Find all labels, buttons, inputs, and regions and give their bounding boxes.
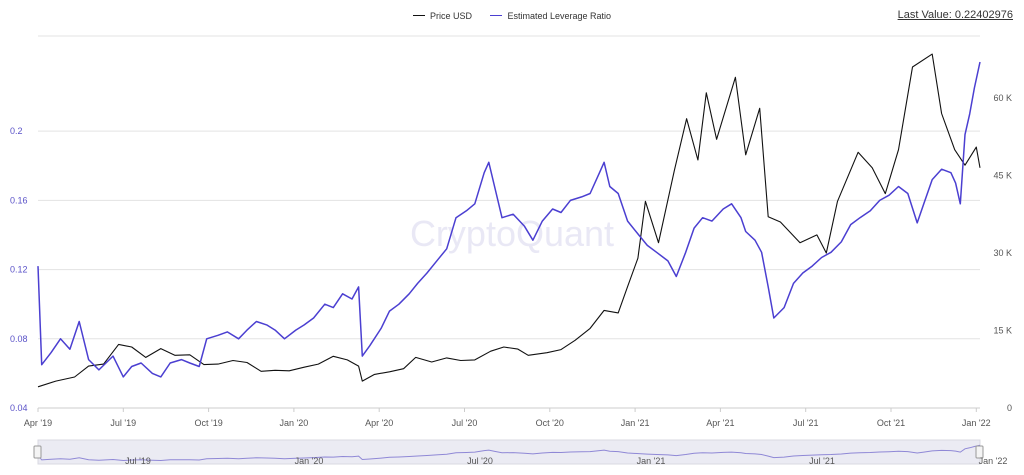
x-axis-tick-label: Apr '20 <box>365 418 393 428</box>
right-axis-tick-label: 0 <box>1007 403 1012 413</box>
left-axis-ticks: 0.04 0.08 0.12 0.16 0.2 <box>10 126 28 413</box>
x-axis-tick-label: Apr '21 <box>706 418 734 428</box>
price-line-swatch <box>412 15 425 16</box>
navigator-right-handle[interactable] <box>975 445 984 459</box>
right-axis-tick-label: 30 K <box>993 248 1012 258</box>
navigator-tick-label: Jul '19 <box>125 456 151 466</box>
navigator-tick-label: Jul '20 <box>467 456 493 466</box>
right-axis-tick-label: 15 K <box>993 326 1012 336</box>
left-axis-tick-label: 0.08 <box>10 334 28 344</box>
right-axis-tick-label: 60 K <box>993 93 1012 103</box>
last-value-readout: Last Value: 0.22402976 <box>897 9 1013 21</box>
watermark: CryptoQuant <box>410 213 614 254</box>
x-axis-tick-label: Oct '20 <box>536 418 564 428</box>
chart-legend: Price USD Estimated Leverage Ratio <box>0 8 1024 21</box>
x-axis-tick-label: Apr '19 <box>24 418 52 428</box>
legend-label-price: Price USD <box>429 10 472 21</box>
legend-item-price[interactable]: Price USD <box>412 10 472 21</box>
left-axis-tick-label: 0.16 <box>10 195 28 205</box>
series-lines <box>37 53 981 388</box>
navigator-tick-label: Jul '21 <box>809 456 835 466</box>
x-axis-tick-label: Jul '21 <box>793 418 819 428</box>
price-usd-line <box>37 53 981 388</box>
right-axis-tick-label: 45 K <box>993 171 1012 181</box>
x-axis-tick-label: Jul '19 <box>110 418 136 428</box>
x-axis-tick-label: Jan '21 <box>621 418 650 428</box>
x-axis-tick-label: Oct '21 <box>877 418 905 428</box>
right-axis-ticks: 0 15 K 30 K 45 K 60 K <box>993 93 1012 413</box>
x-axis-tick-label: Oct '19 <box>194 418 222 428</box>
x-axis-tick-label: Jul '20 <box>452 418 478 428</box>
navigator-tick-label: Jan '21 <box>637 456 666 466</box>
navigator-selected-range <box>37 439 981 465</box>
navigator[interactable]: Jul '19 Jan '20 Jul '20 Jan '21 Jul '21 Jan '… <box>33 439 1008 466</box>
navigator-tick-label: Jan '20 <box>295 456 324 466</box>
navigator-series-line <box>37 444 981 462</box>
left-axis-tick-label: 0.2 <box>10 126 23 136</box>
x-axis-ticks: Apr '19 Jul '19 Oct '19 Jan '20 Apr '20 Jul '… <box>24 407 991 428</box>
left-axis-tick-label: 0.12 <box>10 265 28 275</box>
legend-item-ratio[interactable]: Estimated Leverage Ratio <box>490 11 611 21</box>
leverage-ratio-line <box>37 61 981 378</box>
ratio-line-swatch <box>490 15 503 16</box>
legend-label-ratio: Estimated Leverage Ratio <box>507 10 612 21</box>
navigator-tick-label: Jan '22 <box>979 456 1008 466</box>
left-axis-tick-label: 0.04 <box>10 403 28 413</box>
x-axis-tick-label: Jan '20 <box>280 418 309 428</box>
navigator-left-handle[interactable] <box>33 445 42 459</box>
x-axis-tick-label: Jan '22 <box>962 418 991 428</box>
